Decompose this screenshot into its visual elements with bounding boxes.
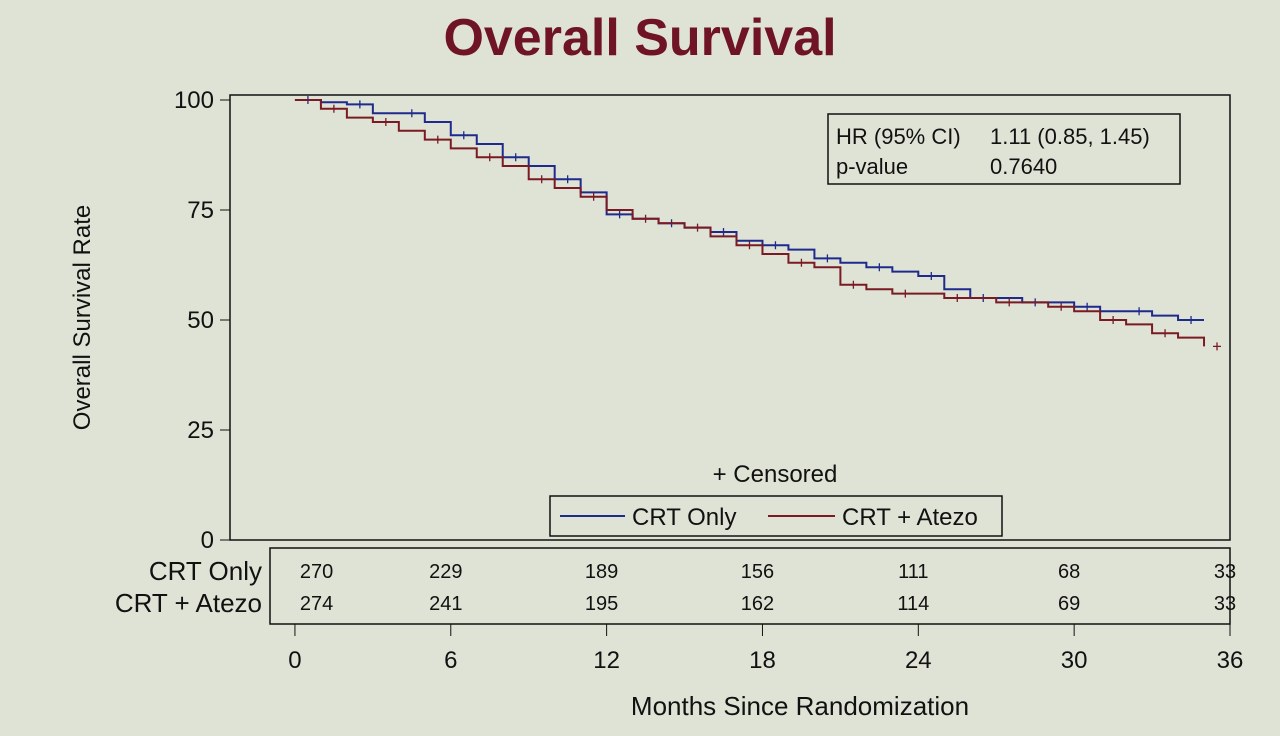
- at-risk-value: 114: [897, 593, 929, 615]
- censor-mark: [719, 228, 728, 236]
- legend-label-0: CRT Only: [632, 504, 736, 531]
- plot-frame: [229, 94, 1231, 541]
- p-label: p-value: [836, 154, 908, 179]
- x-tick-label: 12: [593, 647, 620, 674]
- censor-mark: [1083, 302, 1092, 311]
- at-risk-row-label: CRT Only: [149, 556, 262, 586]
- at-risk-value: 156: [741, 561, 774, 583]
- at-risk-value: 111: [898, 561, 928, 583]
- at-risk-value: 33: [1214, 561, 1236, 583]
- y-axis-label: Overall Survival Rate: [69, 205, 96, 430]
- censor-mark: [823, 254, 832, 263]
- at-risk-value: 195: [585, 593, 618, 615]
- at-risk-value: 270: [300, 561, 333, 583]
- chart-title: Overall Survival: [443, 9, 837, 67]
- censor-mark: [1161, 329, 1170, 338]
- hr-value: 1.11 (0.85, 1.45): [990, 124, 1150, 149]
- censor-mark: [615, 210, 624, 219]
- censor-mark: [1213, 342, 1222, 351]
- censor-mark: [537, 175, 546, 184]
- y-tick-label: 50: [187, 307, 214, 334]
- censor-mark: [745, 241, 754, 250]
- at-risk-value: 33: [1214, 593, 1236, 615]
- censor-mark: [1187, 316, 1196, 324]
- at-risk-value: 69: [1058, 593, 1080, 615]
- at-risk-value: 162: [741, 593, 774, 615]
- censor-mark: [1005, 298, 1014, 307]
- censor-mark: [771, 241, 780, 250]
- at-risk-row-label: CRT + Atezo: [115, 588, 262, 618]
- censor-mark: [485, 153, 494, 162]
- censor-mark: [1109, 316, 1118, 324]
- censor-mark: [407, 109, 416, 118]
- legend-label-1: CRT + Atezo: [842, 504, 978, 531]
- censor-mark: [849, 280, 858, 289]
- censor-mark: [355, 100, 364, 109]
- y-tick-label: 100: [174, 87, 214, 114]
- at-risk-value: 274: [300, 593, 333, 615]
- censor-mark: [797, 258, 806, 267]
- y-tick-label: 25: [187, 417, 214, 444]
- censor-mark: [433, 135, 442, 144]
- at-risk-value: 189: [585, 561, 618, 583]
- at-risk-value: 68: [1058, 561, 1080, 583]
- censor-mark: [901, 289, 910, 298]
- x-tick-label: 30: [1061, 647, 1088, 674]
- censor-mark: [1057, 302, 1066, 311]
- censor-mark: [953, 294, 962, 302]
- series-line-1: [294, 99, 1206, 347]
- x-tick-label: 36: [1217, 647, 1244, 674]
- censor-mark: [563, 175, 572, 184]
- censor-mark: [641, 214, 650, 223]
- censor-mark: [511, 153, 520, 162]
- x-tick-label: 0: [288, 647, 301, 674]
- censor-mark: [1135, 307, 1144, 316]
- censored-label: + Censored: [713, 461, 838, 488]
- censor-mark: [693, 223, 702, 232]
- censor-mark: [381, 118, 390, 126]
- censor-mark: [927, 272, 936, 280]
- p-value: 0.7640: [990, 154, 1057, 179]
- censor-mark: [875, 263, 884, 272]
- y-tick-label: 0: [201, 527, 214, 554]
- censor-mark: [329, 104, 338, 113]
- stats-box: [827, 113, 1181, 185]
- x-axis-label: Months Since Randomization: [631, 691, 969, 721]
- at-risk-value: 241: [429, 593, 462, 615]
- x-tick-label: 18: [749, 647, 776, 674]
- censor-mark: [459, 131, 468, 140]
- at-risk-frame: [269, 547, 1231, 625]
- hr-label: HR (95% CI): [836, 124, 961, 149]
- y-tick-label: 75: [187, 197, 214, 224]
- x-tick-label: 6: [444, 647, 457, 674]
- at-risk-value: 229: [429, 561, 462, 583]
- legend-box: [549, 495, 1003, 537]
- x-tick-label: 24: [905, 647, 932, 674]
- censor-mark: [589, 192, 598, 201]
